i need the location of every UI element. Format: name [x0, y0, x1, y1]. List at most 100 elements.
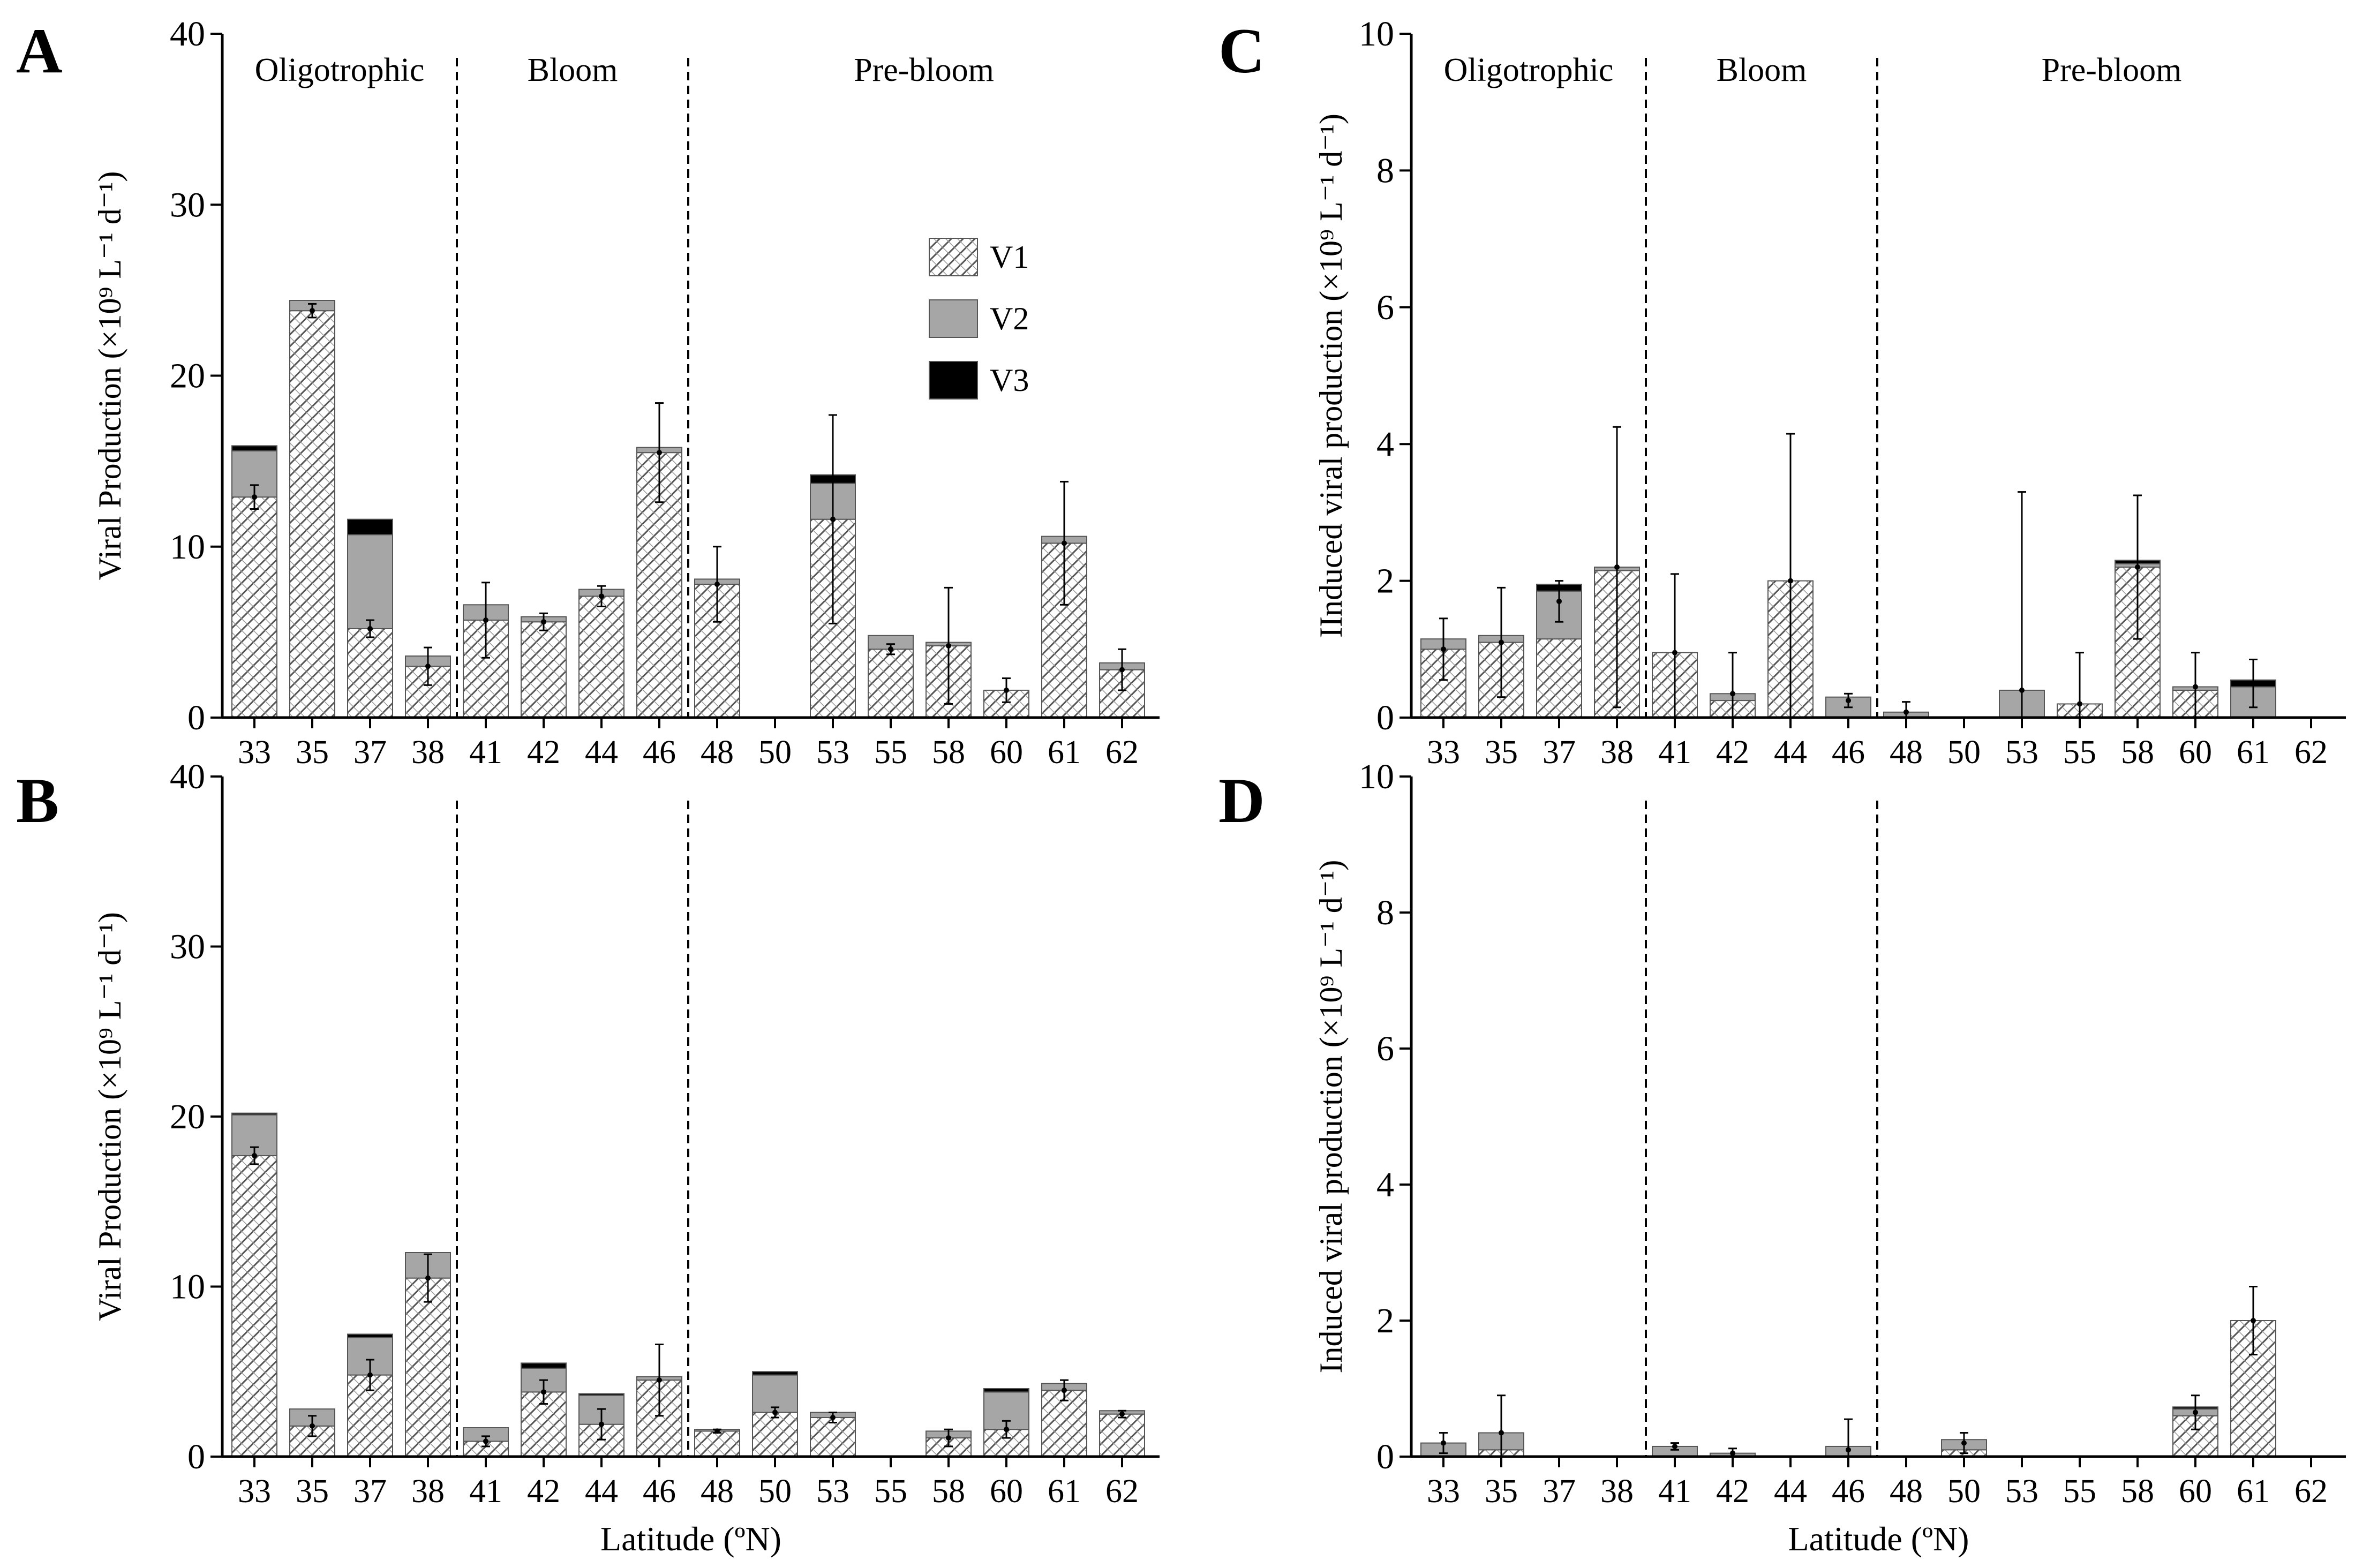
error-center-42: [1730, 691, 1735, 697]
bar-v2-50: [752, 1374, 798, 1413]
x-tick-label: 61: [1048, 1473, 1081, 1510]
error-center-61: [1062, 1388, 1067, 1393]
x-tick-label: 48: [1890, 734, 1923, 771]
region-label: Oligotrophic: [1444, 52, 1614, 88]
error-center-46: [1846, 1447, 1851, 1453]
bar-v3-50: [752, 1371, 798, 1376]
x-tick-label: 53: [816, 1473, 849, 1510]
x-tick-label: 38: [1600, 1473, 1634, 1510]
bar-v1-41: [463, 1441, 509, 1458]
y-tick-label: 2: [1376, 562, 1394, 601]
region-label: Bloom: [1717, 52, 1807, 88]
bar-v3-60: [983, 1388, 1029, 1393]
y-tick-label: 10: [1359, 14, 1394, 54]
x-tick-label: 37: [1543, 734, 1576, 771]
x-tick-label: 35: [296, 1473, 329, 1510]
x-tick-label: 58: [2121, 1473, 2154, 1510]
x-tick-label: 46: [1832, 1473, 1865, 1510]
x-tick-label: 50: [758, 734, 792, 771]
error-center-46: [657, 450, 662, 456]
x-tick-label: 53: [816, 734, 849, 771]
error-center-38: [425, 664, 431, 669]
panel-letter: C: [1218, 15, 1265, 86]
error-center-61: [1062, 540, 1067, 546]
bar-v1-37: [347, 628, 393, 718]
x-tick-label: 53: [2005, 1473, 2038, 1510]
x-tick-label: 41: [469, 734, 502, 771]
panel-letter: A: [16, 15, 63, 86]
error-center-33: [252, 494, 257, 500]
y-tick-label: 10: [170, 527, 205, 567]
error-center-48: [1903, 709, 1909, 715]
error-center-41: [1672, 1443, 1677, 1449]
x-tick-label: 46: [643, 734, 676, 771]
error-center-42: [1730, 1450, 1735, 1456]
y-tick-label: 0: [1376, 698, 1394, 737]
error-center-35: [1499, 1430, 1504, 1436]
bar-v1-38: [405, 1277, 451, 1457]
error-center-55: [888, 646, 893, 652]
bar-v1-44: [578, 595, 625, 719]
error-center-38: [425, 1275, 431, 1281]
y-tick-label: 10: [1359, 757, 1394, 796]
region-label: Pre-bloom: [2042, 52, 2182, 88]
y-tick-label: 2: [1376, 1301, 1394, 1340]
y-axis-title: Induced viral production (×10⁹ L⁻¹ d⁻¹): [1313, 860, 1349, 1374]
error-center-35: [310, 308, 315, 314]
panel-a: A Oligotrophic Bloom Pre-bloom 0 10 20 30 40 33 35…: [16, 14, 1160, 771]
error-center-33: [1441, 646, 1446, 652]
error-center-61: [2251, 1318, 2256, 1323]
legend-swatch-v1: [929, 238, 978, 276]
y-tick-label: 8: [1376, 893, 1394, 932]
x-tick-label: 33: [1427, 1473, 1460, 1510]
error-center-41: [483, 1438, 488, 1444]
error-center-53: [2019, 687, 2025, 693]
error-center-60: [2193, 1409, 2198, 1415]
error-center-50: [1961, 1440, 1967, 1446]
x-tick-label: 58: [2121, 734, 2154, 771]
y-tick-label: 6: [1376, 1029, 1394, 1068]
x-tick-label: 38: [411, 734, 445, 771]
error-center-44: [599, 1421, 604, 1427]
x-tick-label: 48: [701, 1473, 734, 1510]
panel-b: B 0 10 20 30 40 33 35 37 38 41 42 44 46 48 50 53 55 58 60 61…: [16, 757, 1160, 1558]
bar-v3-33: [231, 445, 277, 451]
bar-v1-55: [868, 649, 914, 719]
error-center-46: [657, 1377, 662, 1383]
bar-v3-44: [578, 1393, 625, 1396]
x-tick-label: 41: [469, 1473, 502, 1510]
y-tick-label: 30: [170, 928, 205, 967]
x-tick-label: 42: [527, 1473, 560, 1510]
error-center-53: [830, 516, 836, 522]
error-center-62: [1119, 667, 1125, 673]
error-center-58: [946, 1435, 951, 1441]
error-center-33: [1441, 1440, 1446, 1446]
bar-v1-42: [521, 621, 567, 718]
error-center-44: [1788, 578, 1793, 584]
y-tick-label: 4: [1376, 1165, 1394, 1204]
error-center-60: [1004, 687, 1009, 693]
x-tick-label: 33: [238, 1473, 271, 1510]
region-label: Oligotrophic: [255, 52, 425, 88]
x-tick-label: 44: [585, 1473, 618, 1510]
error-center-35: [310, 1423, 315, 1429]
error-center-42: [541, 619, 546, 625]
x-tick-label: 46: [643, 1473, 676, 1510]
error-center-48: [714, 1428, 720, 1434]
x-tick-label: 41: [1658, 1473, 1691, 1510]
x-tick-label: 50: [1947, 1473, 1981, 1510]
x-tick-label: 55: [874, 734, 907, 771]
bar-v1-62: [1099, 1413, 1145, 1457]
bar-v2-41: [463, 1427, 509, 1442]
x-tick-label: 38: [1600, 734, 1634, 771]
x-tick-label: 41: [1658, 734, 1691, 771]
y-tick-label: 40: [170, 14, 205, 54]
error-center-44: [599, 593, 604, 599]
y-axis-title: Viral Production (×10⁹ L⁻¹ d⁻¹): [92, 171, 127, 581]
y-tick-label: 30: [170, 185, 205, 224]
bar-v1-50: [752, 1412, 798, 1457]
x-tick-label: 50: [1947, 734, 1981, 771]
error-center-60: [2193, 684, 2198, 690]
